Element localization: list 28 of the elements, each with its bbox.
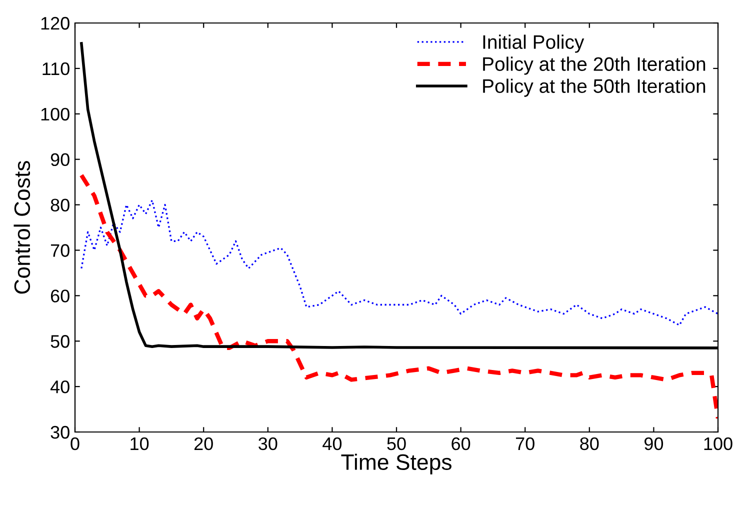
- x-tick-label: 50: [387, 437, 406, 450]
- y-tick-label: 100: [41, 108, 70, 121]
- x-tick-label: 90: [644, 437, 664, 450]
- legend-label: Policy at the 20th Iteration: [483, 56, 706, 75]
- y-tick-label: 80: [50, 198, 70, 212]
- legend-label: Policy at the 50th Iteration: [483, 78, 706, 97]
- y-tick-label: 70: [50, 244, 70, 257]
- y-axis-title: Control Costs: [14, 160, 30, 294]
- y-tick-label: 90: [50, 153, 70, 166]
- legend-label: Initial Policy: [483, 34, 584, 53]
- x-axis-title: Time Steps: [341, 454, 452, 474]
- y-tick-label: 110: [42, 62, 70, 76]
- y-tick-label: 120: [41, 16, 70, 30]
- line-series: [79, 173, 718, 420]
- x-tick-label: 40: [322, 437, 342, 450]
- y-tick-label: 40: [50, 380, 70, 394]
- y-tick-label: 50: [50, 335, 70, 348]
- line-series: [80, 199, 718, 326]
- x-tick-label: 30: [258, 437, 278, 450]
- y-tick-label: 30: [50, 426, 70, 439]
- y-tick-label: 60: [50, 290, 70, 302]
- x-tick-label: 0: [70, 437, 80, 450]
- x-tick-label: 80: [580, 437, 599, 450]
- x-tick-label: 60: [452, 437, 470, 450]
- x-tick-label: 100: [704, 437, 732, 450]
- x-tick-label: 20: [194, 437, 213, 450]
- x-tick-label: 10: [130, 437, 149, 450]
- x-tick-label: 70: [516, 437, 534, 450]
